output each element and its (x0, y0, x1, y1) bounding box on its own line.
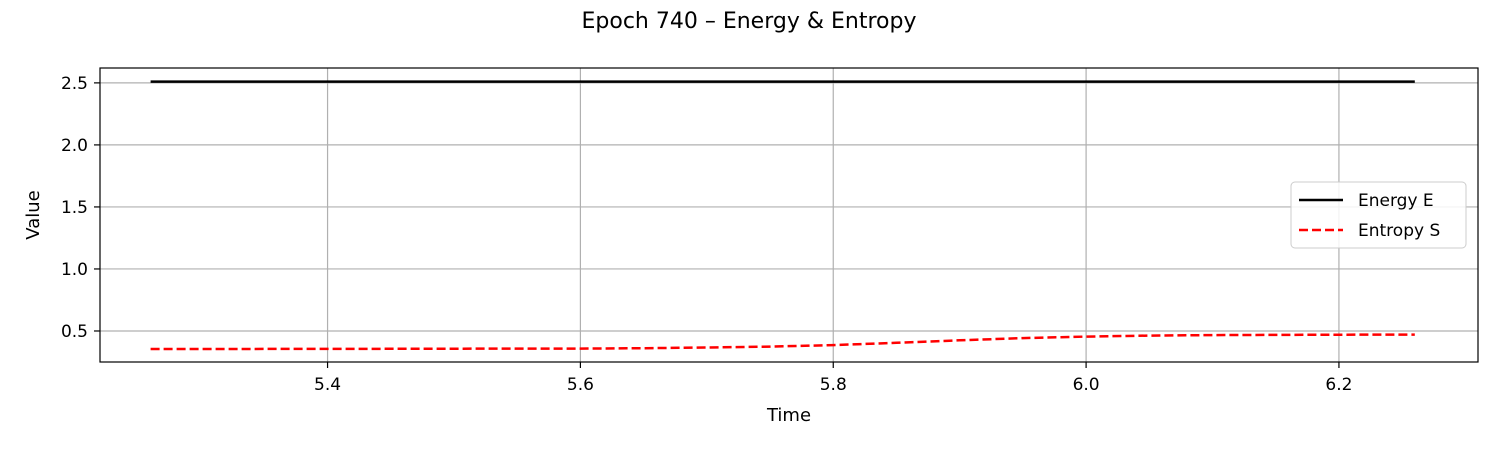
y-tick-label: 0.5 (61, 322, 88, 342)
legend: Energy E Entropy S (1290, 181, 1467, 249)
legend-entry-label: Energy E (1358, 191, 1434, 211)
y-tick-label: 1.5 (61, 198, 88, 218)
x-tick-label: 6.2 (1325, 375, 1352, 395)
x-tick-label: 6.0 (1073, 375, 1100, 395)
plot-area-frame (99, 67, 1479, 363)
y-tick-label: 2.5 (61, 74, 88, 94)
y-tick-label: 1.0 (61, 260, 88, 280)
y-axis-label: Value (23, 190, 44, 239)
grid-lines (100, 68, 1478, 362)
series-line-entropy-s (150, 333, 1415, 351)
x-tick-label: 5.4 (314, 375, 341, 395)
legend-entry-label: Entropy S (1358, 221, 1440, 241)
y-tick-label: 2.0 (61, 136, 88, 156)
plot-series (150, 80, 1415, 351)
legend-box (1290, 181, 1467, 249)
x-tick-label: 5.8 (820, 375, 847, 395)
chart-title: Epoch 740 – Energy & Entropy (582, 9, 917, 34)
axis-ticks: 5.4 5.6 5.8 6.0 6.2 0.5 1.0 1.5 2.0 2.5 (61, 74, 1353, 395)
x-axis-label: Time (766, 405, 811, 426)
x-tick-label: 5.6 (567, 375, 594, 395)
